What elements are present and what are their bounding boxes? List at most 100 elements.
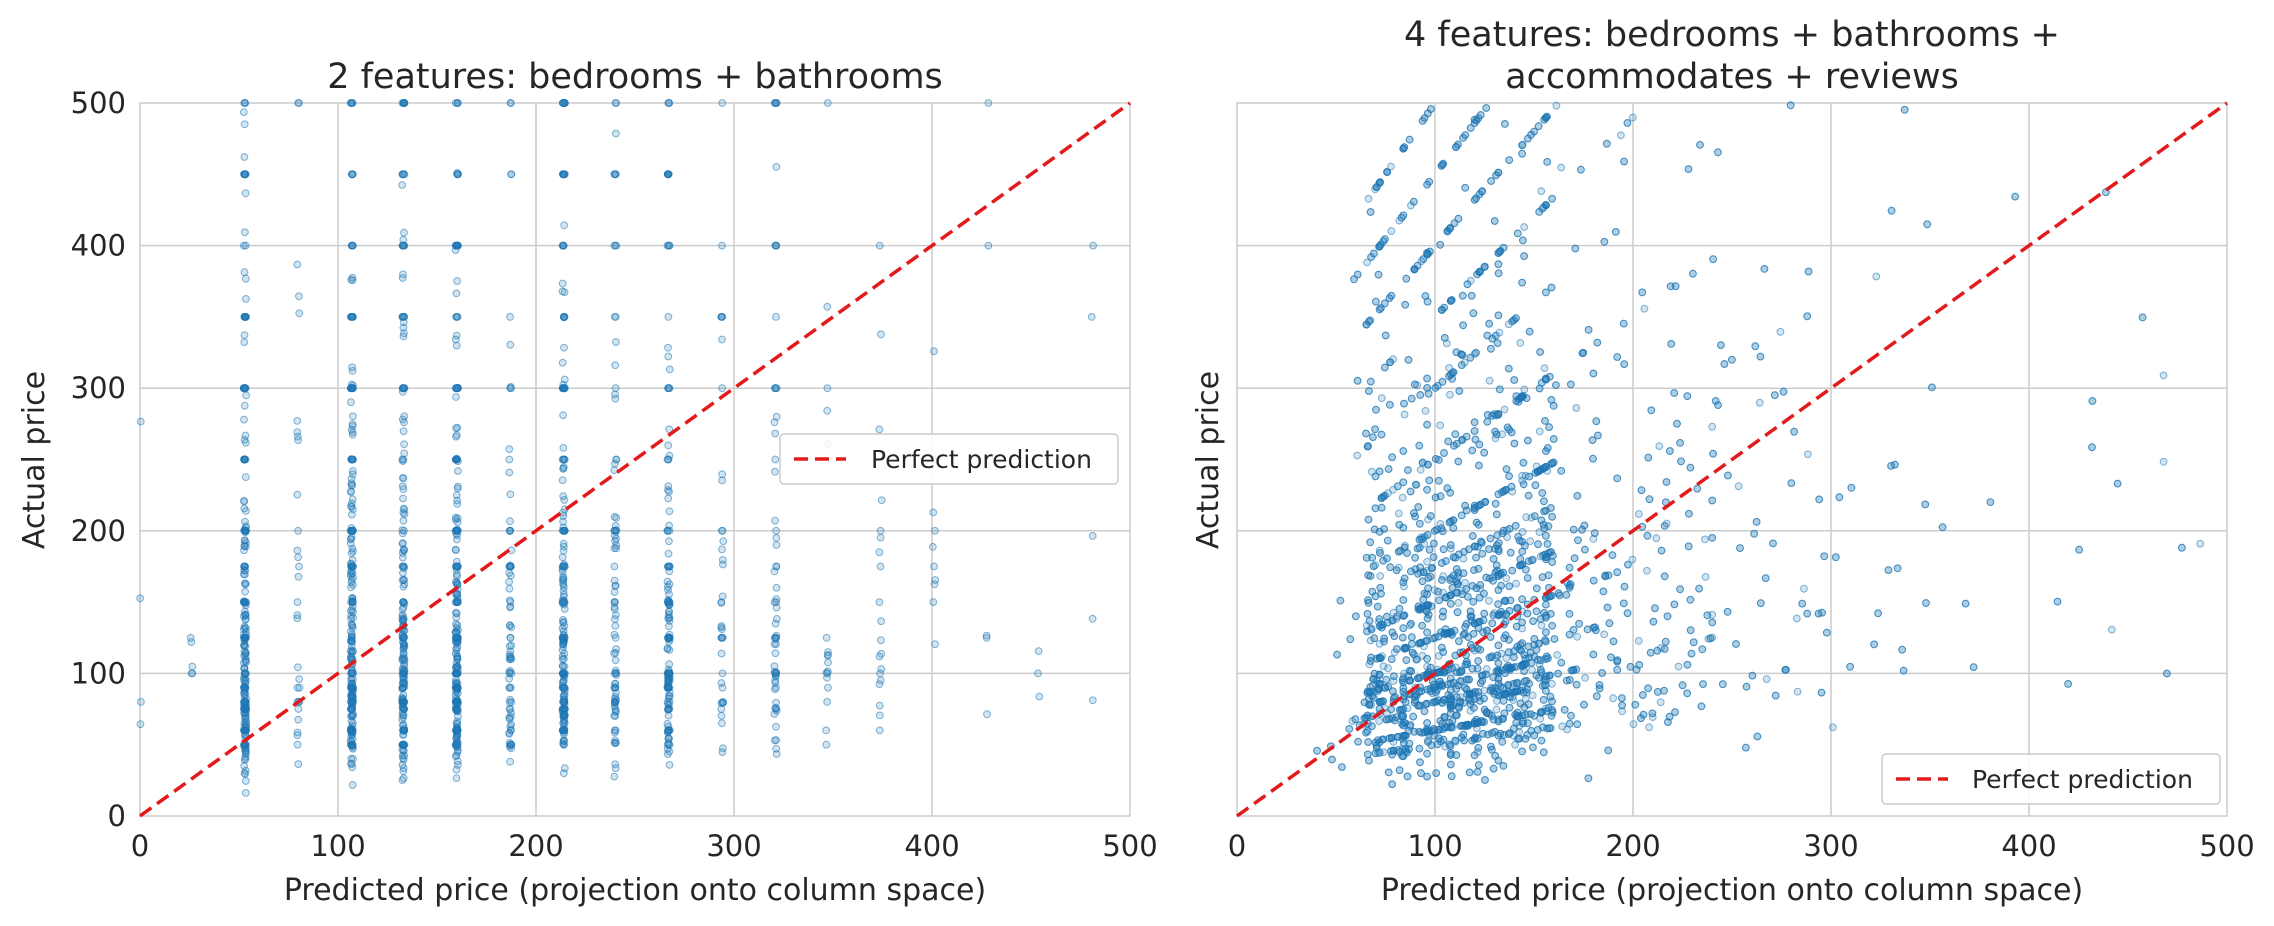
scatter-point xyxy=(611,170,620,179)
scatter-point xyxy=(1375,717,1384,725)
scatter-point xyxy=(136,594,145,603)
scatter-point xyxy=(1469,630,1478,638)
scatter-point xyxy=(242,649,250,657)
scatter-point xyxy=(1483,626,1491,635)
scatter-point xyxy=(875,711,884,720)
scatter-point xyxy=(1489,764,1498,773)
scatter-point xyxy=(1553,651,1562,659)
scatter-point xyxy=(348,313,357,321)
scatter-point xyxy=(1447,772,1456,781)
scatter-point xyxy=(1804,450,1812,459)
right-legend: Perfect prediction xyxy=(1881,753,2221,805)
scatter-point xyxy=(507,740,516,749)
scatter-point xyxy=(1498,714,1507,723)
scatter-point xyxy=(2159,371,2168,380)
scatter-point xyxy=(1351,715,1360,724)
scatter-point xyxy=(347,526,355,535)
scatter-point xyxy=(1570,554,1579,563)
scatter-point xyxy=(1423,654,1431,663)
scatter-point xyxy=(240,497,248,505)
scatter-point xyxy=(1676,585,1684,594)
scatter-point xyxy=(240,762,249,770)
scatter-point xyxy=(1547,396,1556,404)
scatter-point xyxy=(1494,666,1502,675)
scatter-point xyxy=(1414,674,1422,683)
scatter-point xyxy=(560,716,569,724)
scatter-point xyxy=(1500,405,1509,414)
scatter-point xyxy=(505,445,514,454)
right-y-axis-label: Actual price xyxy=(1191,371,1226,549)
x-tick-label: 100 xyxy=(310,829,365,863)
scatter-point xyxy=(1649,617,1658,626)
scatter-point xyxy=(1380,634,1388,643)
scatter-point xyxy=(823,667,832,676)
scatter-point xyxy=(240,641,249,650)
scatter-point xyxy=(559,627,568,636)
scatter-point xyxy=(663,644,672,653)
scatter-point xyxy=(1613,665,1622,674)
scatter-point xyxy=(665,590,673,599)
scatter-point xyxy=(1543,112,1551,121)
scatter-point xyxy=(1399,596,1408,604)
scatter-point xyxy=(1500,597,1509,605)
scatter-point xyxy=(1454,457,1463,466)
scatter-point xyxy=(1846,662,1854,671)
scatter-point xyxy=(770,710,779,718)
scatter-point xyxy=(1482,104,1491,112)
scatter-point xyxy=(240,726,248,735)
scatter-point xyxy=(1607,653,1615,662)
scatter-point xyxy=(1519,236,1527,245)
scatter-point xyxy=(560,542,568,551)
scatter-point xyxy=(1402,274,1411,283)
scatter-point xyxy=(1790,427,1798,436)
scatter-point xyxy=(1438,612,1447,621)
scatter-point xyxy=(1899,666,1908,675)
scatter-point xyxy=(1814,609,1823,618)
scatter-point xyxy=(241,313,250,321)
scatter-point xyxy=(1407,633,1416,642)
scatter-point xyxy=(877,665,886,673)
scatter-point xyxy=(1421,407,1430,415)
scatter-point xyxy=(1354,737,1362,746)
scatter-point xyxy=(1748,671,1757,680)
scatter-point xyxy=(1407,619,1415,628)
scatter-point xyxy=(665,667,673,676)
scatter-point xyxy=(348,428,357,437)
scatter-point xyxy=(1701,573,1710,581)
scatter-point xyxy=(1386,400,1394,409)
scatter-point xyxy=(664,734,673,743)
scatter-point xyxy=(1471,542,1479,551)
scatter-point xyxy=(663,720,672,728)
scatter-point xyxy=(506,633,515,642)
scatter-point xyxy=(876,526,885,535)
scatter-point xyxy=(1450,441,1458,450)
scatter-point xyxy=(1415,441,1424,450)
scatter-point xyxy=(294,572,303,581)
scatter-point xyxy=(824,648,832,656)
scatter-point xyxy=(1446,370,1455,379)
scatter-point xyxy=(1590,529,1599,537)
scatter-point xyxy=(1536,656,1545,665)
left-x-axis-label: Predicted price (projection onto column … xyxy=(284,873,986,908)
scatter-point xyxy=(1518,278,1526,287)
scatter-point xyxy=(665,761,674,769)
scatter-point xyxy=(1575,619,1583,628)
scatter-point xyxy=(1399,624,1408,633)
scatter-point xyxy=(1418,535,1426,544)
scatter-point xyxy=(665,660,674,669)
scatter-point xyxy=(1454,573,1462,581)
scatter-point xyxy=(1405,135,1414,144)
scatter-point xyxy=(1486,633,1495,641)
scatter-point xyxy=(1602,139,1611,148)
scatter-point xyxy=(1776,327,1785,336)
scatter-point xyxy=(348,367,357,375)
scatter-point xyxy=(505,526,514,535)
scatter-point xyxy=(1666,447,1674,455)
scatter-point xyxy=(1567,711,1575,720)
scatter-point xyxy=(1462,657,1471,666)
scatter-point xyxy=(559,669,567,678)
scatter-point xyxy=(1438,377,1447,386)
scatter-point xyxy=(1689,269,1697,278)
scatter-point xyxy=(1720,360,1729,368)
